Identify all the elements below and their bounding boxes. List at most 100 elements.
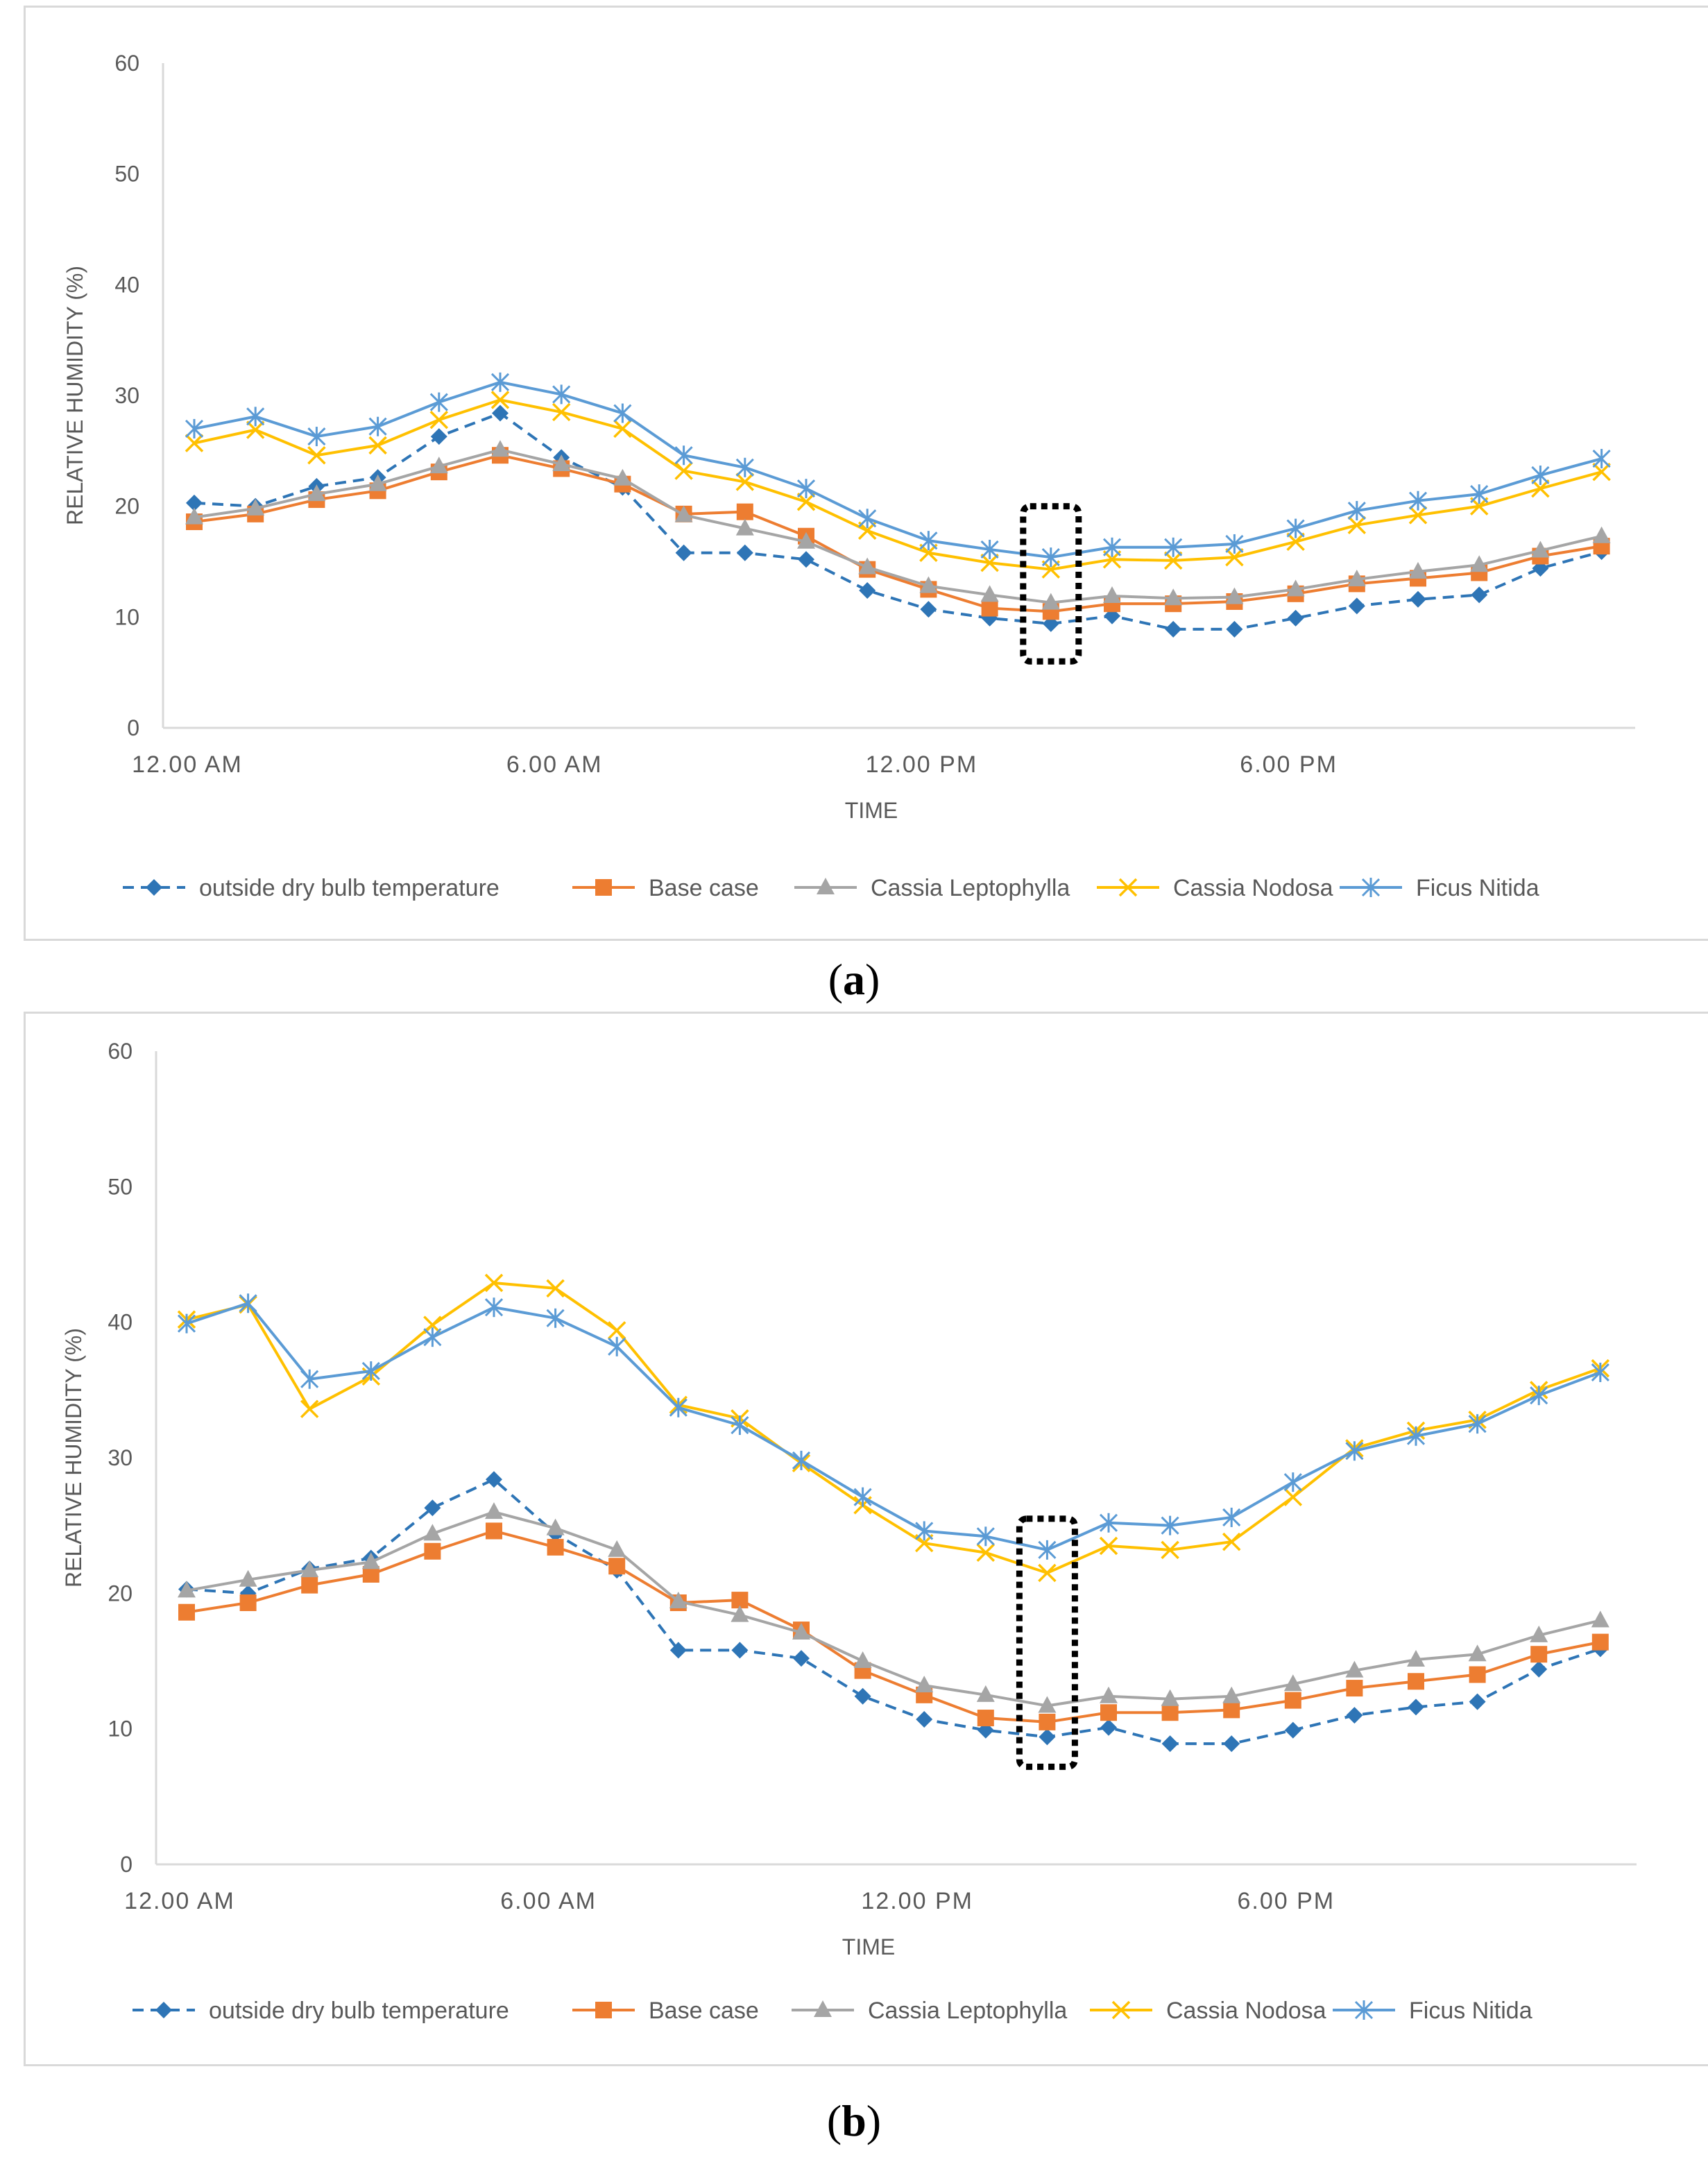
data-point bbox=[546, 1279, 565, 1298]
series-line bbox=[194, 448, 1603, 604]
data-point bbox=[186, 494, 203, 511]
data-point bbox=[919, 531, 938, 551]
data-point-stroke-2 bbox=[484, 1273, 504, 1293]
data-point bbox=[300, 1399, 319, 1418]
data-point-stroke-2 bbox=[1347, 516, 1367, 535]
data-point-stroke-2 bbox=[1592, 462, 1611, 482]
series-line bbox=[186, 1282, 1601, 1575]
data-point-stroke-2 bbox=[735, 473, 755, 491]
series-line bbox=[186, 1478, 1601, 1746]
data-point bbox=[546, 1518, 565, 1535]
data-point bbox=[608, 1540, 626, 1557]
data-point bbox=[1347, 516, 1367, 535]
chart-b-svg: 0 10 20 30 40 50 60 12.00 AM 6.00 AM 12.00 PM 6.00… bbox=[61, 1039, 1637, 2024]
legend-marker bbox=[817, 878, 835, 894]
data-point bbox=[492, 405, 509, 422]
legend-marker bbox=[155, 2002, 172, 2018]
data-point bbox=[1471, 586, 1488, 604]
data-point bbox=[796, 493, 816, 511]
data-point bbox=[1283, 1674, 1302, 1692]
data-point-stroke-2 bbox=[368, 436, 387, 455]
legend-label: Ficus Nitida bbox=[1416, 875, 1539, 901]
y-tick-label: 10 bbox=[114, 604, 139, 629]
data-point bbox=[1283, 1472, 1302, 1492]
data-point bbox=[1038, 1563, 1057, 1583]
data-point bbox=[919, 576, 938, 593]
data-point bbox=[424, 1499, 441, 1517]
data-point bbox=[1346, 1707, 1363, 1724]
y-axis-title: RELATIVE HUMIDITY (%) bbox=[61, 1328, 86, 1588]
data-point bbox=[424, 1542, 441, 1560]
data-point bbox=[792, 1622, 810, 1640]
data-point-stroke-2 bbox=[1225, 547, 1244, 567]
legend-item: Cassia Leptophylla bbox=[794, 875, 1070, 901]
legend-marker bbox=[595, 2002, 612, 2018]
legend-item: Base case bbox=[572, 875, 759, 901]
series-outside-dry-bulb-temperature bbox=[186, 405, 1610, 638]
data-point bbox=[669, 1642, 687, 1659]
data-point bbox=[1161, 1540, 1179, 1560]
data-point bbox=[1100, 1686, 1118, 1703]
series-line bbox=[194, 454, 1602, 613]
data-point bbox=[368, 474, 387, 491]
y-tick-label: 30 bbox=[114, 383, 139, 408]
series-base-case bbox=[178, 1522, 1609, 1730]
legend-marker bbox=[146, 879, 162, 896]
data-point-stroke-2 bbox=[546, 1279, 565, 1298]
y-tick-label: 40 bbox=[114, 272, 139, 297]
y-tick-label: 60 bbox=[114, 51, 139, 76]
data-point bbox=[674, 461, 693, 480]
data-point bbox=[1347, 570, 1366, 587]
data-point bbox=[1591, 1362, 1609, 1382]
data-point bbox=[980, 553, 999, 572]
data-point bbox=[1286, 518, 1305, 538]
data-point bbox=[793, 1650, 810, 1667]
data-point bbox=[613, 419, 632, 439]
data-point bbox=[185, 418, 204, 439]
data-point bbox=[1286, 579, 1305, 597]
data-point bbox=[547, 1538, 564, 1556]
data-point bbox=[1470, 555, 1489, 572]
legend-item: outside dry bulb temperature bbox=[123, 875, 499, 901]
y-tick-label: 20 bbox=[114, 494, 139, 519]
legend-label: Cassia Nodosa bbox=[1173, 875, 1333, 901]
data-point-stroke-2 bbox=[246, 420, 265, 439]
data-point bbox=[1165, 620, 1182, 638]
data-point bbox=[735, 457, 754, 477]
data-point bbox=[430, 428, 447, 445]
data-point bbox=[1530, 1660, 1548, 1678]
data-point bbox=[361, 1361, 380, 1381]
caption-a: (a) bbox=[828, 955, 880, 1004]
data-point bbox=[1161, 1515, 1179, 1535]
data-point-stroke-2 bbox=[429, 410, 449, 429]
x-tick-label: 12.00 AM bbox=[132, 751, 243, 778]
data-point bbox=[1592, 462, 1611, 482]
data-point bbox=[1592, 449, 1611, 469]
data-point bbox=[423, 1327, 442, 1347]
data-point bbox=[731, 1642, 749, 1659]
data-point bbox=[300, 1369, 319, 1389]
data-point bbox=[246, 407, 265, 427]
series-cassia-nodosa bbox=[185, 391, 1611, 579]
data-point-stroke-2 bbox=[607, 1321, 626, 1340]
data-point bbox=[1222, 1686, 1241, 1703]
chart-panel-b: 0 10 20 30 40 50 60 12.00 AM 6.00 AM 12.00 PM 6.00… bbox=[24, 1012, 1708, 2066]
data-point-stroke-2 bbox=[1531, 479, 1550, 498]
series-ficus-nitida bbox=[185, 372, 1611, 568]
data-point bbox=[1223, 1701, 1240, 1719]
legend-marker bbox=[1111, 2000, 1131, 2020]
data-point bbox=[552, 454, 571, 471]
highlight-box bbox=[1016, 1515, 1078, 1770]
data-point bbox=[1103, 586, 1121, 603]
legend-label: Cassia Leptophylla bbox=[868, 1998, 1067, 2024]
data-point bbox=[1039, 1713, 1056, 1730]
data-point-stroke-2 bbox=[976, 1543, 996, 1562]
data-point bbox=[484, 1297, 504, 1318]
data-point bbox=[178, 1603, 195, 1621]
legend-item: Cassia Nodosa bbox=[1090, 1998, 1326, 2024]
data-point bbox=[1161, 1735, 1179, 1753]
data-point bbox=[178, 1581, 196, 1598]
data-point bbox=[1530, 1646, 1548, 1663]
series-line bbox=[194, 411, 1603, 631]
data-point bbox=[981, 599, 998, 617]
